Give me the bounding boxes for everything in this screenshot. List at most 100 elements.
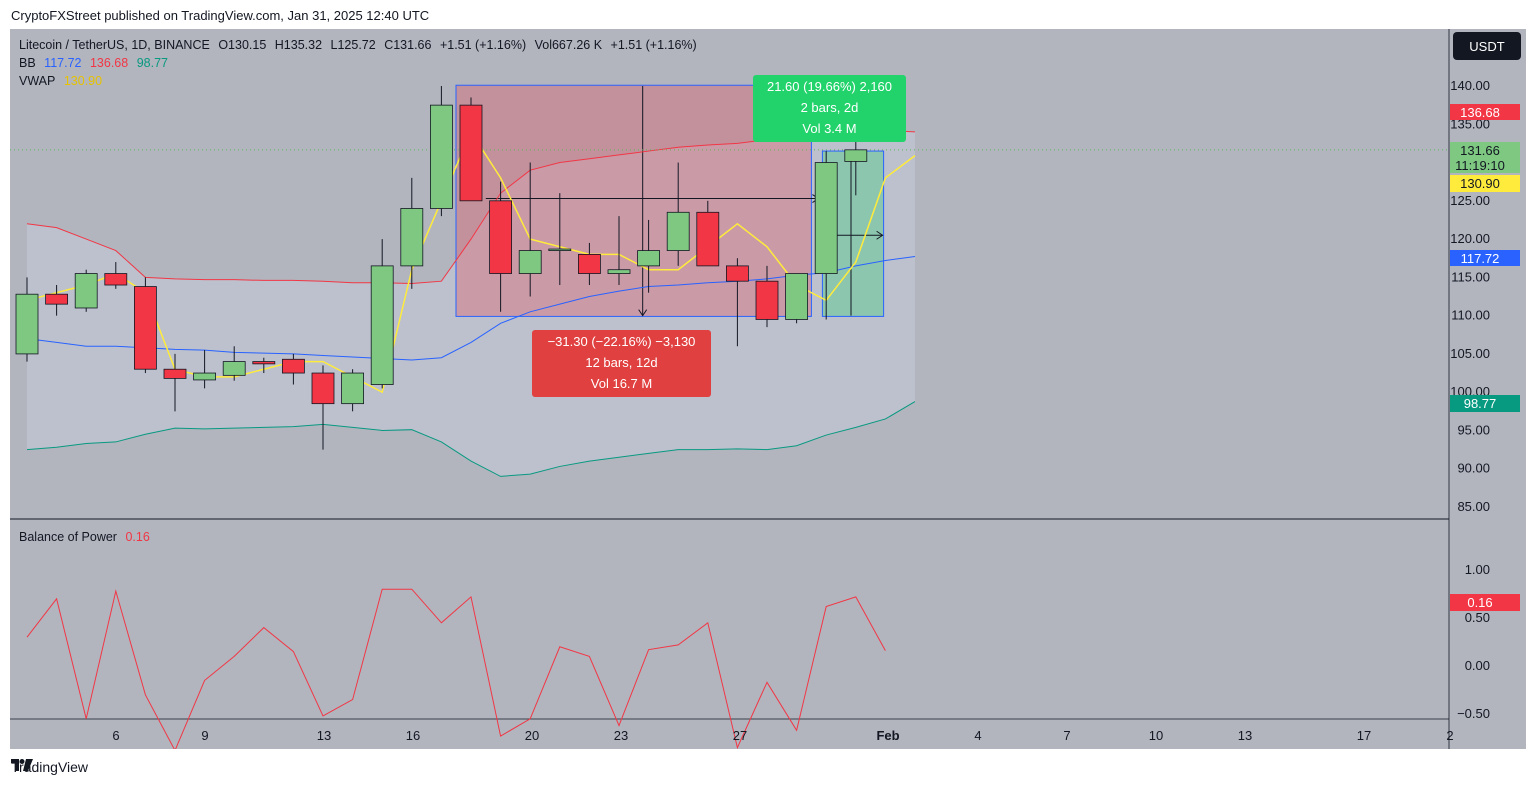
time-tick-label: 13 [1238, 728, 1252, 743]
price-tick-label: 95.00 [1457, 422, 1490, 437]
symbol-name[interactable]: Litecoin / TetherUS, 1D, BINANCE [19, 38, 210, 52]
candle-body[interactable] [429, 104, 453, 209]
badge-last-price-text: 131.66 [1460, 143, 1500, 158]
time-tick-label: 23 [614, 728, 628, 743]
time-tick-label: 20 [525, 728, 539, 743]
tradingview-footer[interactable]: TradingView [11, 759, 88, 775]
badge-bb-upper-text: 136.68 [1460, 105, 1500, 120]
bb-upper-value: 136.68 [89, 56, 129, 70]
candle-body[interactable] [607, 269, 631, 274]
price-tick-label: 105.00 [1450, 346, 1490, 361]
candle-body[interactable] [370, 265, 394, 385]
price-tick-label: 110.00 [1451, 308, 1490, 323]
currency-button[interactable]: USDT [1453, 32, 1521, 60]
badge-bop [1450, 594, 1520, 611]
bop-tick-label: 1.00 [1465, 562, 1490, 577]
badge-last-price-text: 11:19:10 [1455, 158, 1505, 173]
candle-body[interactable] [548, 248, 572, 251]
candle-body[interactable] [400, 208, 424, 267]
bop-tick-label: 0.50 [1465, 610, 1490, 625]
badge-vwap-text: 130.90 [1460, 176, 1500, 191]
measure-up-h-arrowhead [876, 230, 884, 240]
bb-label: BB [19, 56, 36, 70]
candle-body[interactable] [755, 280, 779, 320]
candle-body[interactable] [15, 293, 39, 355]
price-tick-label: 115.00 [1451, 269, 1490, 284]
candle-body[interactable] [163, 368, 187, 379]
candle-body[interactable] [726, 265, 749, 282]
change-value-2: +1.51 (+1.16%) [610, 38, 697, 52]
measure-down-rect[interactable] [455, 84, 812, 317]
candle-body[interactable] [222, 361, 246, 376]
bop-line [26, 588, 886, 749]
price-tick-label: 120.00 [1450, 231, 1490, 246]
candle-body[interactable] [578, 253, 601, 274]
publisher-line: CryptoFXStreet published on TradingView.… [11, 8, 430, 23]
candle-body[interactable] [696, 211, 720, 267]
candle-body[interactable] [193, 372, 217, 381]
time-tick-label: 13 [317, 728, 331, 743]
price-tick-label: 135.00 [1450, 116, 1490, 131]
candle-body[interactable] [518, 250, 542, 274]
candle-body[interactable] [637, 250, 660, 267]
candle-body[interactable] [814, 162, 838, 274]
low-value: 125.72 [337, 38, 376, 52]
candle-body[interactable] [666, 211, 690, 251]
vwap-label: VWAP [19, 74, 56, 88]
measure-up-label: 21.60 (19.66%) 2,160 2 bars, 2d Vol 3.4 … [753, 75, 906, 142]
low-label: L [330, 38, 338, 52]
bop-tick-label: 0.00 [1465, 658, 1490, 673]
candle-body[interactable] [74, 273, 98, 309]
time-tick-label: 10 [1149, 728, 1163, 743]
time-tick-label: 7 [1063, 728, 1070, 743]
badge-bb-basis [1450, 250, 1520, 266]
vwap-legend[interactable]: VWAP 130.90 [19, 74, 107, 88]
measure-down-arrowhead [638, 309, 648, 317]
high-value: 135.32 [283, 38, 323, 52]
candle-body[interactable] [281, 358, 305, 374]
candle-body[interactable] [489, 200, 513, 274]
badge-bb-lower [1450, 395, 1520, 412]
time-tick-label: 4 [974, 728, 981, 743]
close-value: 131.66 [393, 38, 432, 52]
candle-body[interactable] [311, 372, 335, 405]
price-tick-label: 85.00 [1457, 499, 1490, 514]
measure-down-line1: −31.30 (−22.16%) −3,130 [547, 334, 696, 349]
open-value: 130.15 [228, 38, 267, 52]
measure-up-line3: Vol 3.4 M [802, 121, 857, 136]
price-tick-label: 125.00 [1450, 193, 1490, 208]
time-tick-label: 2 [1446, 728, 1453, 743]
badge-vwap [1450, 175, 1520, 192]
badge-last-price [1450, 142, 1520, 173]
bop-legend[interactable]: Balance of Power 0.16 [19, 530, 155, 544]
candle-body[interactable] [252, 361, 276, 365]
measure-down-label: −31.30 (−22.16%) −3,130 12 bars, 12d Vol… [532, 330, 711, 397]
candle-body[interactable] [45, 293, 68, 305]
time-tick-label: 9 [201, 728, 208, 743]
vol-label: Vol [534, 38, 552, 52]
high-label: H [274, 38, 284, 52]
tradingview-logo-icon [11, 759, 33, 771]
candle-body[interactable] [785, 273, 808, 320]
time-tick-label: 27 [733, 728, 747, 743]
measure-down-line3: Vol 16.7 M [590, 376, 653, 391]
bb-lower-line [26, 401, 916, 477]
badge-bb-basis-text: 117.72 [1461, 251, 1500, 266]
bb-basis-value: 117.72 [44, 56, 82, 70]
time-tick-label: Feb [876, 728, 899, 743]
candle-body[interactable] [844, 149, 868, 162]
bb-lower-value: 98.77 [136, 56, 168, 70]
measure-up-line2: 2 bars, 2d [800, 100, 859, 115]
price-chart[interactable]: 140.00 135.00 125.00 120.00 115.00 110.00 105.… [10, 29, 1526, 749]
candle-body[interactable] [134, 286, 157, 370]
candle-body[interactable] [341, 372, 365, 405]
close-label: C [384, 38, 394, 52]
candle-body[interactable] [104, 273, 128, 286]
change-value: +1.51 (+1.16%) [439, 38, 527, 52]
bb-legend[interactable]: BB 117.72 136.68 98.77 [19, 56, 173, 70]
candle-body[interactable] [459, 104, 483, 202]
chart-area[interactable]: 140.00 135.00 125.00 120.00 115.00 110.00 105.… [10, 29, 1526, 749]
badge-bb-upper [1450, 104, 1520, 120]
measure-down-line2: 12 bars, 12d [585, 355, 658, 370]
price-tick-label: 140.00 [1450, 78, 1490, 93]
